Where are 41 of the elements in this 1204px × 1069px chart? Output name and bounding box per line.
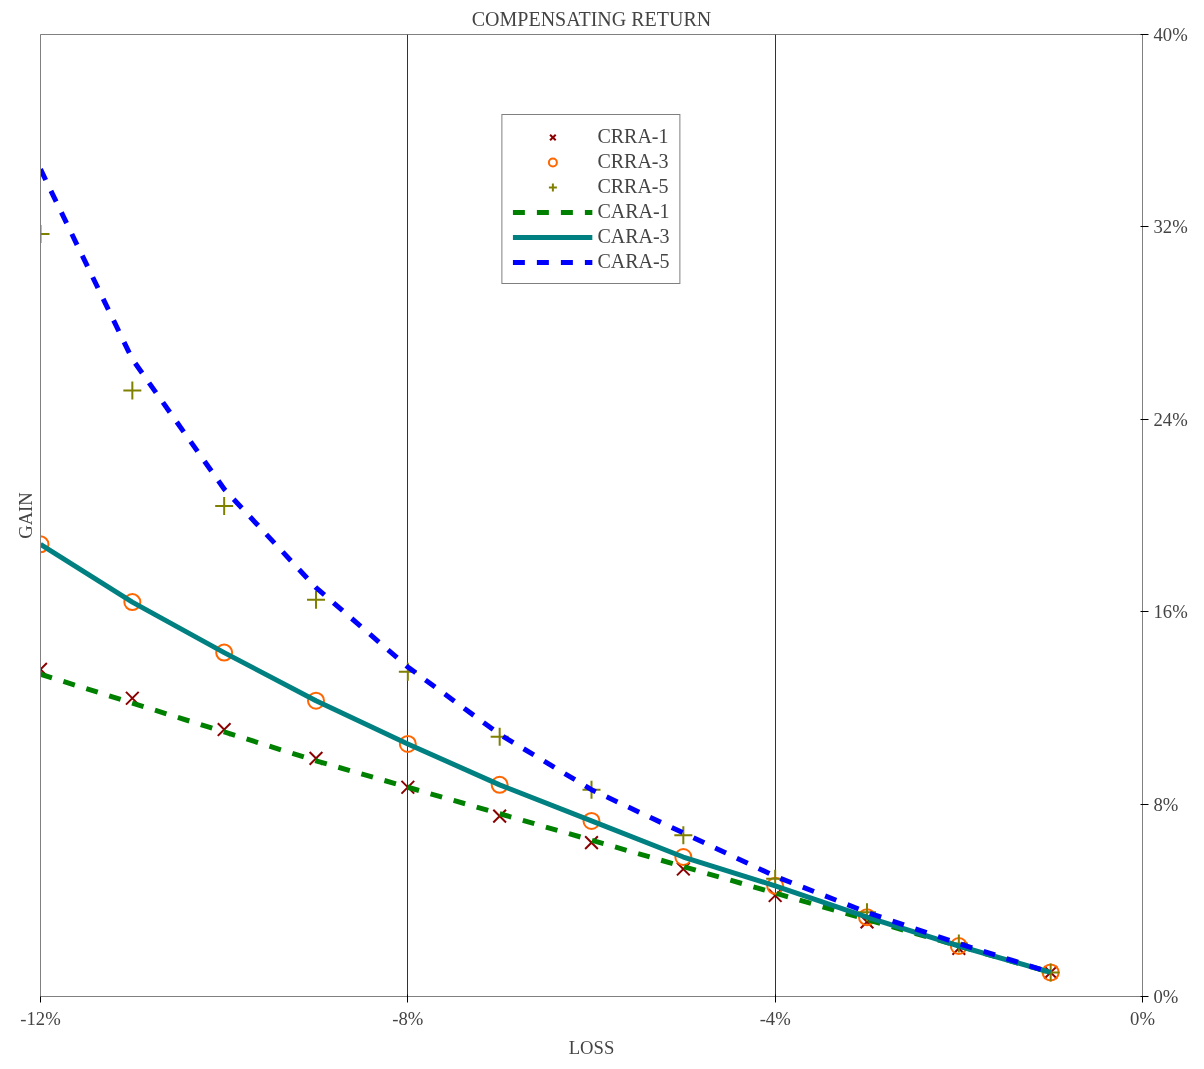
point (766, 876, 785, 895)
point (673, 825, 694, 846)
y-tick-label: 32% (1153, 216, 1188, 238)
y-tick-label: 16% (1153, 601, 1188, 623)
point (397, 661, 418, 682)
point (492, 808, 508, 824)
point (124, 690, 140, 706)
legend-label: CRRA-3 (597, 150, 669, 173)
x-tick-label: -4% (759, 1007, 791, 1029)
point (581, 779, 602, 800)
point (123, 593, 142, 612)
legend-label: CARA-1 (597, 200, 670, 223)
point (489, 726, 510, 747)
y-tick-label: 0% (1153, 986, 1179, 1007)
point (400, 779, 416, 795)
point (122, 380, 143, 401)
point (214, 495, 235, 516)
point (398, 734, 417, 753)
x-tick-label: -8% (392, 1007, 424, 1029)
point (675, 861, 691, 877)
point (857, 902, 877, 923)
chart-title: COMPENSATING RETURN (471, 7, 712, 30)
point (490, 775, 509, 794)
y-axis-title: GAIN (14, 491, 36, 539)
legend-label: CARA-3 (597, 225, 670, 248)
legend-label: CARA-5 (597, 250, 670, 273)
point (215, 643, 234, 662)
y-tick-label: 8% (1153, 793, 1179, 815)
x-tick-label: -12% (20, 1007, 61, 1029)
point (674, 848, 693, 866)
point (306, 589, 326, 610)
y-tick-label: 24% (1153, 408, 1188, 430)
point (767, 888, 783, 903)
x-tick-label: 0% (1130, 1007, 1155, 1029)
point (584, 835, 599, 850)
legend-label: CRRA-5 (597, 175, 669, 198)
legend-label: CRRA-1 (597, 125, 669, 148)
point (582, 811, 601, 830)
y-tick-label: 40% (1153, 24, 1188, 45)
point (307, 691, 325, 710)
x-axis-title: LOSS (568, 1036, 615, 1058)
